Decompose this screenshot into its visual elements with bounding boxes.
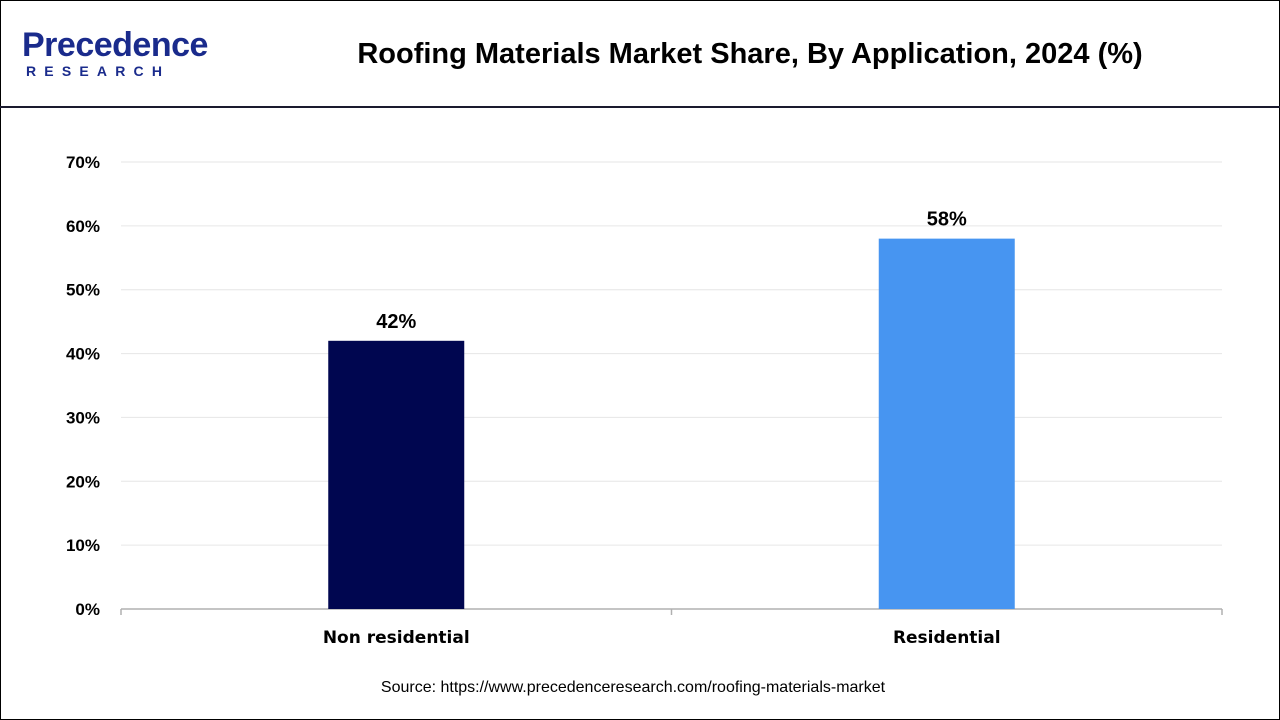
data-label: 58% [927, 209, 967, 231]
data-label: 42% [376, 311, 416, 333]
bar-non-residential [328, 340, 465, 609]
y-tick-label: 60% [66, 217, 100, 236]
y-tick-label: 30% [66, 408, 100, 427]
chart-title: Roofing Materials Market Share, By Appli… [357, 38, 1143, 70]
y-tick-label: 10% [66, 536, 100, 555]
x-category-label: Residential [893, 628, 1001, 648]
y-tick-label: 40% [66, 345, 100, 364]
y-tick-label: 20% [66, 472, 100, 491]
x-category-label: Non residential [323, 628, 470, 648]
source-note: Source: https://www.precedenceresearch.c… [380, 679, 886, 696]
y-tick-label: 50% [66, 281, 100, 300]
logo-subtext: RESEARCH [26, 63, 171, 79]
header: Precedence RESEARCH Roofing Materials Ma… [0, 0, 1280, 108]
brand-logo: Precedence RESEARCH [22, 28, 222, 84]
bar-chart: 0% 10% 20% 30% 40% 50% 60% 70% 42% Non residentia… [66, 153, 1223, 648]
bar-residential [878, 238, 1015, 609]
logo-wordmark: Precedence [22, 26, 208, 64]
y-tick-label: 70% [66, 153, 100, 172]
y-tick-label: 0% [75, 600, 100, 619]
